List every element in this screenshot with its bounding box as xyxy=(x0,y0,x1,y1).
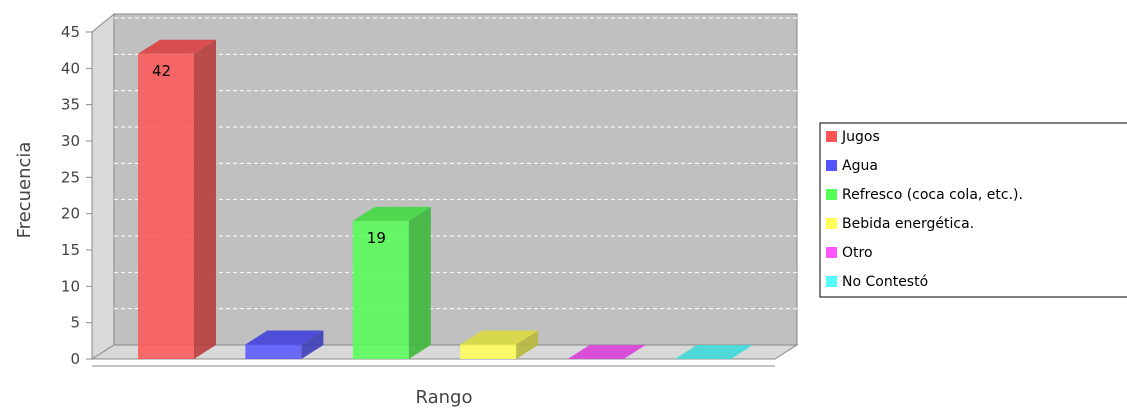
legend-label: Bebida energética. xyxy=(842,216,974,232)
plot-back-wall xyxy=(113,13,798,346)
legend-swatch xyxy=(826,160,837,171)
y-axis: 0 5 10 15 20 25 30 35 40 45 xyxy=(61,23,92,368)
y-tick-label: 40 xyxy=(61,59,80,77)
plot-left-wall xyxy=(91,12,115,360)
legend-label: Agua xyxy=(842,158,878,174)
legend-label: Otro xyxy=(842,245,873,261)
gridlines xyxy=(114,17,797,310)
bar xyxy=(245,330,324,359)
y-tick-label: 10 xyxy=(61,277,80,295)
bar xyxy=(138,39,216,360)
legend: Jugos Agua Refresco (coca cola, etc.). Bebi… xyxy=(819,122,1127,298)
legend-label: No Contestó xyxy=(842,274,928,290)
legend-label: Refresco (coca cola, etc.). xyxy=(842,187,1023,203)
y-tick-label: 35 xyxy=(61,96,80,114)
x-axis-title: Rango xyxy=(416,387,473,408)
bar xyxy=(460,330,539,359)
bar-data-label: 19 xyxy=(367,229,386,247)
y-tick-label: 30 xyxy=(61,132,80,150)
legend-swatch xyxy=(826,276,837,287)
legend-box xyxy=(819,122,1127,298)
bar-data-label: 42 xyxy=(152,62,171,80)
y-tick-label: 20 xyxy=(61,205,80,223)
legend-label: Jugos xyxy=(841,129,880,145)
y-tick-label: 45 xyxy=(61,23,80,41)
bar xyxy=(567,345,646,359)
y-axis-title: Frecuencia xyxy=(14,142,35,239)
legend-swatch xyxy=(826,189,837,200)
bar xyxy=(352,206,431,359)
bar xyxy=(675,345,753,359)
legend-swatch xyxy=(826,247,837,258)
y-tick-label: 5 xyxy=(70,314,80,332)
y-tick-label: 0 xyxy=(70,350,80,368)
legend-swatch xyxy=(826,218,837,229)
legend-swatch xyxy=(826,131,837,142)
y-tick-label: 25 xyxy=(61,168,80,186)
y-tick-label: 15 xyxy=(61,241,80,259)
bars: 42 19 xyxy=(138,39,753,360)
